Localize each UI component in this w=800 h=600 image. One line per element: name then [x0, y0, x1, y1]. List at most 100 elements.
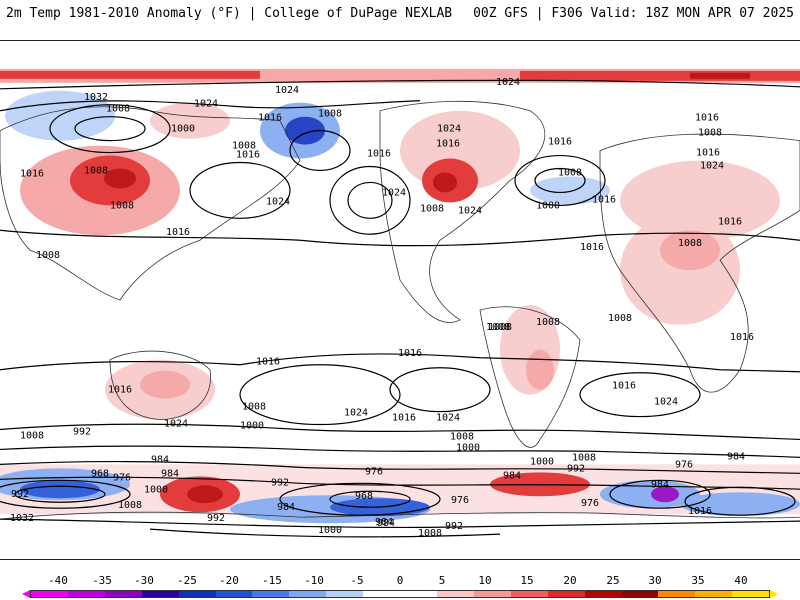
isobar-label: 1000 [144, 484, 168, 495]
isobar-label: 1016 [695, 113, 719, 124]
isobar-label: 1024 [436, 413, 460, 424]
isobar-label: 1016 [256, 357, 280, 368]
colorbar-tick: 0 [396, 574, 404, 587]
isobar-label: 1016 [580, 242, 604, 253]
isobar-label: 1024 [344, 408, 368, 419]
isobar-label: 992 [73, 426, 91, 437]
isobar-label: 1024 [164, 419, 188, 430]
isobar-label: 976 [113, 472, 131, 483]
colorbar-tick-labels: -40 -35 -30 -25 -20 -15 -10 -5 0 5 10 15… [0, 574, 800, 588]
isobar-label: 992 [445, 521, 463, 532]
colorbar-swatch [621, 591, 659, 597]
isobar-label: 1000 [318, 525, 342, 536]
isobar-label: 976 [675, 459, 693, 470]
isobar-label: 1016 [436, 139, 460, 150]
isobar-label: 1024 [275, 85, 299, 96]
colorbar-swatch [67, 591, 105, 597]
isobar-label: 1000 [536, 200, 560, 211]
isobar-label: 1000 [171, 124, 195, 135]
isobar-label: 984 [377, 518, 395, 529]
isobar-label: 1016 [612, 381, 636, 392]
colorbar-swatch [547, 591, 585, 597]
isobar-label: 1008 [488, 322, 512, 333]
colorbar-swatch [215, 591, 253, 597]
colorbar-swatch [326, 591, 364, 597]
colorbar-tick: 30 [648, 574, 662, 587]
isobar-label: 1024 [654, 397, 678, 408]
header-product-title: 2m Temp 1981-2010 Anomaly (°F) | College… [6, 6, 453, 21]
isobar-label: 992 [207, 513, 225, 524]
isobar-label: 1032 [10, 513, 34, 524]
isobar-label: 1016 [20, 168, 44, 179]
colorbar-tick: -25 [177, 574, 197, 587]
colorbar-tick: -40 [48, 574, 68, 587]
isobar-label: 984 [277, 502, 295, 513]
colorbar-swatch [141, 591, 179, 597]
isobar-label: 984 [151, 454, 169, 465]
isobar-label: 1016 [696, 148, 720, 159]
isobar-label: 1016 [548, 137, 572, 148]
isobar-label: 968 [355, 491, 373, 502]
colorbar-swatch [732, 591, 770, 597]
isobar-label: 984 [161, 468, 179, 479]
colorbar-swatch [695, 591, 733, 597]
isobar-label: 1008 [106, 104, 130, 115]
isobar-label: 1024 [382, 187, 406, 198]
isobar-label: 976 [365, 466, 383, 477]
isobar-label: 976 [581, 498, 599, 509]
isobar-label: 1016 [688, 506, 712, 517]
isobar-label: 1008 [36, 250, 60, 261]
isobar-label: 1024 [700, 161, 724, 172]
isobar-label: 1008 [536, 317, 560, 328]
isobar-label: 1024 [458, 205, 482, 216]
colorbar-swatch [473, 591, 511, 597]
isobar-label: 992 [271, 477, 289, 488]
colorbar-tick: 10 [478, 574, 492, 587]
colorbar-swatch [104, 591, 142, 597]
isobar-label: 1008 [20, 430, 44, 441]
colorbar-swatch [31, 591, 68, 597]
isobar-label: 1016 [392, 413, 416, 424]
isobar-label: 1024 [496, 77, 520, 88]
isobar-label: 1008 [418, 528, 442, 539]
isobar-label: 984 [651, 479, 669, 490]
colorbar-swatch [436, 591, 474, 597]
isobar-label: 1016 [166, 227, 190, 238]
colorbar-swatch [178, 591, 216, 597]
isobar-label: 984 [727, 451, 745, 462]
isobar-label: 1000 [530, 456, 554, 467]
colorbar-tick: 40 [734, 574, 748, 587]
isobar-label: 1032 [84, 92, 108, 103]
isobar-label: 1000 [456, 442, 480, 453]
isobar-label: 1016 [592, 194, 616, 205]
isobar-label: 976 [451, 495, 469, 506]
isobar-label: 1008 [486, 322, 510, 333]
isobar-label: 1016 [718, 216, 742, 227]
colorbar-strip [30, 590, 770, 598]
isobar-label: 1008 [608, 313, 632, 324]
isobar-label: 1016 [398, 348, 422, 359]
isobar-label: 1016 [236, 150, 260, 161]
colorbar-swatch [289, 591, 327, 597]
colorbar-tick: -15 [262, 574, 282, 587]
isobar-label: 1008 [678, 238, 702, 249]
isobar-label: 1008 [110, 200, 134, 211]
colorbar-swatch [658, 591, 696, 597]
isobar-label: 1024 [266, 196, 290, 207]
isobar-label: 1016 [108, 385, 132, 396]
colorbar-swatch [252, 591, 290, 597]
isobar-labels: 1024 1032 1024 1024 1016 1008 1008 1000 … [10, 77, 754, 539]
isobar-label: 992 [567, 463, 585, 474]
isobar-label: 984 [503, 470, 521, 481]
colorbar-swatch [510, 591, 548, 597]
isobar-label: 1008 [318, 109, 342, 120]
isobar-label: 1008 [572, 452, 596, 463]
isobar-label: 1008 [420, 203, 444, 214]
isobar-label: 1008 [558, 167, 582, 178]
map-header: 2m Temp 1981-2010 Anomaly (°F) | College… [0, 0, 800, 28]
isobar-label: 992 [11, 489, 29, 500]
colorbar-tick: -35 [92, 574, 112, 587]
colorbar-tick: -30 [134, 574, 154, 587]
colorbar-tick: 5 [438, 574, 446, 587]
isobars [0, 79, 800, 538]
